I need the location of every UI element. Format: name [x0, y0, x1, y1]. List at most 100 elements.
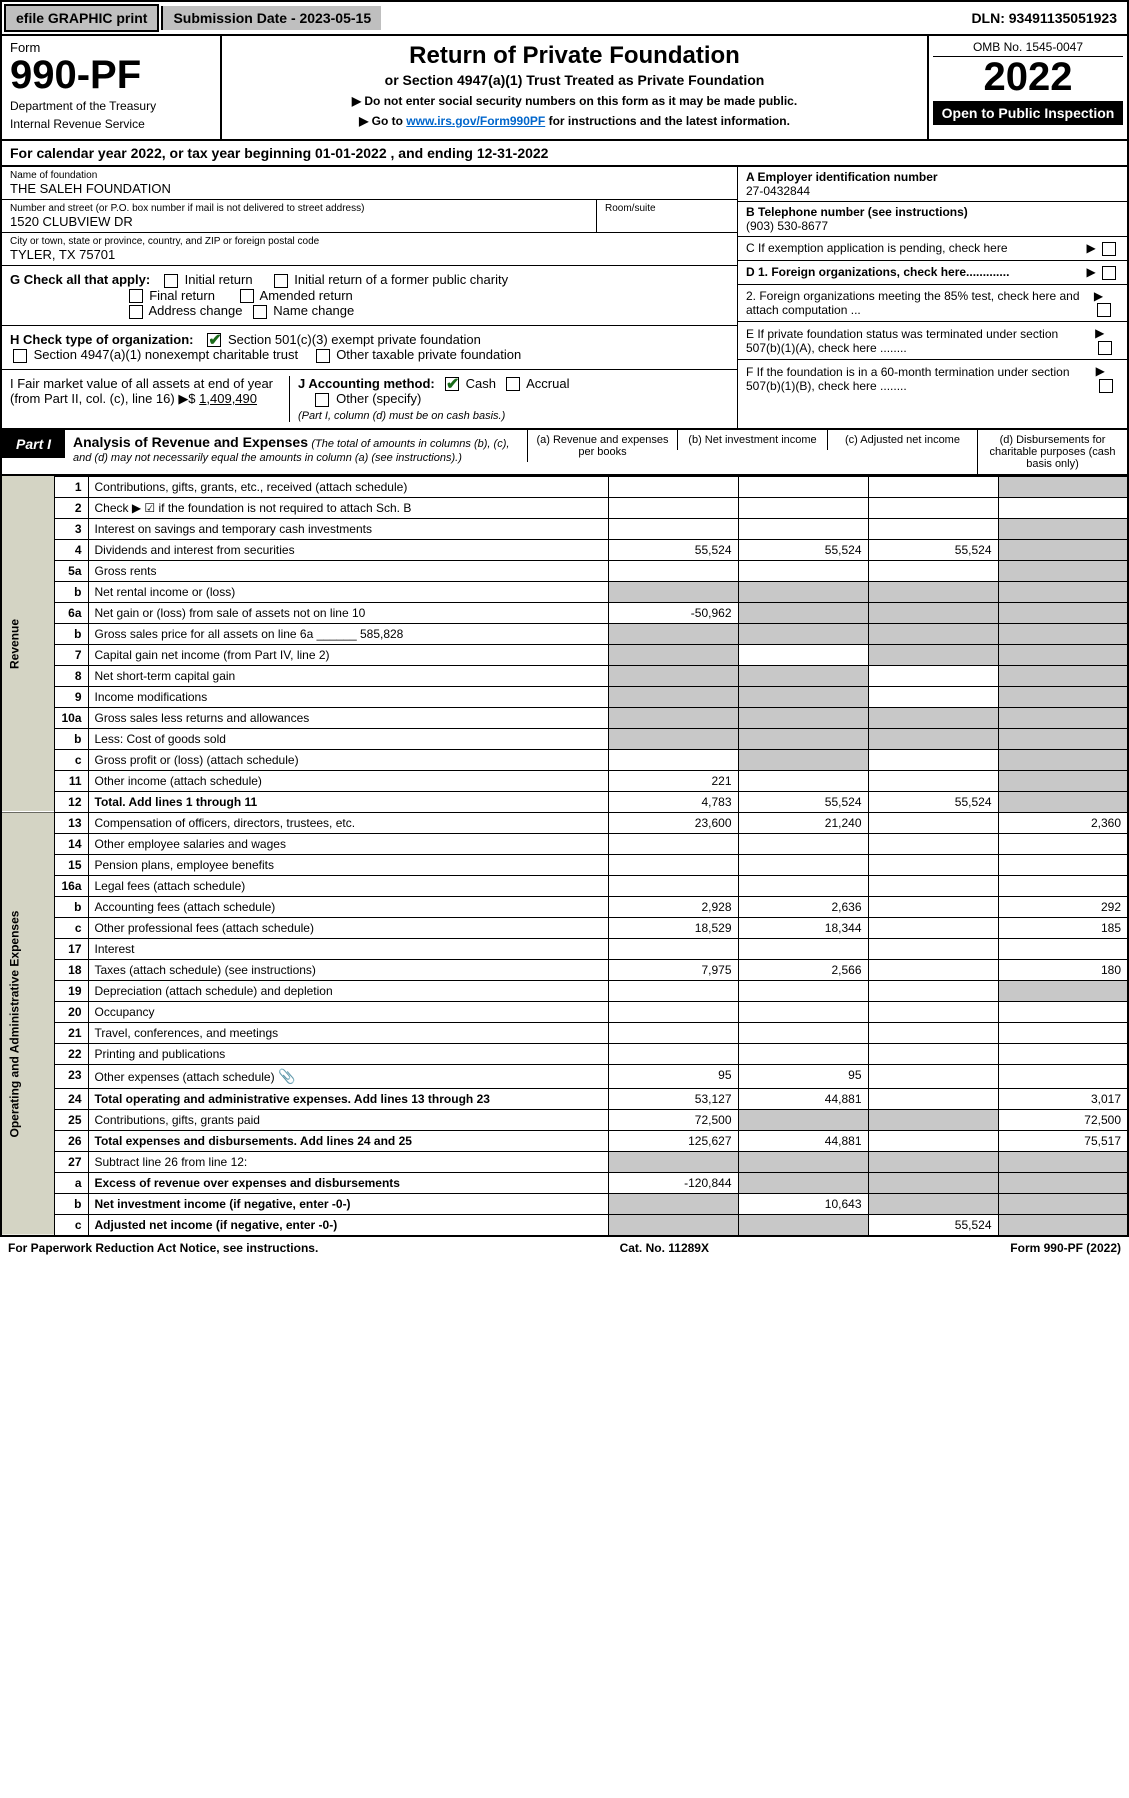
table-row: cGross profit or (loss) (attach schedule… — [1, 749, 1128, 770]
line-description: Check ▶ ☑ if the foundation is not requi… — [88, 497, 608, 518]
c-line: C If exemption application is pending, c… — [746, 241, 1008, 255]
table-row: 5aGross rents — [1, 560, 1128, 581]
line-number: 14 — [55, 833, 88, 854]
g-initial-checkbox[interactable] — [164, 274, 178, 288]
value-cell — [608, 581, 738, 602]
value-cell — [998, 833, 1128, 854]
f-checkbox[interactable] — [1099, 379, 1113, 393]
h-4947-checkbox[interactable] — [13, 349, 27, 363]
efile-button[interactable]: efile GRAPHIC print — [4, 4, 159, 32]
line-description: Excess of revenue over expenses and disb… — [88, 1172, 608, 1193]
phone-value: (903) 530-8677 — [746, 219, 828, 233]
value-cell — [868, 1064, 998, 1088]
value-cell — [868, 1043, 998, 1064]
j-other-checkbox[interactable] — [315, 393, 329, 407]
value-cell: 55,524 — [868, 791, 998, 812]
value-cell: 44,881 — [738, 1088, 868, 1109]
line-number: 6a — [55, 602, 88, 623]
value-cell — [998, 602, 1128, 623]
value-cell — [868, 581, 998, 602]
c-checkbox[interactable] — [1102, 242, 1116, 256]
line-number: b — [55, 581, 88, 602]
g-amended-checkbox[interactable] — [240, 289, 254, 303]
e-checkbox[interactable] — [1098, 341, 1112, 355]
addr-label: Number and street (or P.O. box number if… — [10, 203, 588, 214]
value-cell — [608, 518, 738, 539]
line-description: Accounting fees (attach schedule) — [88, 896, 608, 917]
value-cell: 180 — [998, 959, 1128, 980]
header-left: Form 990-PF Department of the Treasury I… — [2, 36, 222, 139]
header-center: Return of Private Foundation or Section … — [222, 36, 927, 139]
value-cell — [738, 1214, 868, 1236]
value-cell — [738, 665, 868, 686]
value-cell — [998, 1172, 1128, 1193]
dept-treasury: Department of the Treasury — [10, 99, 212, 113]
j-accrual-checkbox[interactable] — [506, 377, 520, 391]
col-b-hdr: (b) Net investment income — [677, 430, 827, 450]
f-line: F If the foundation is in a 60-month ter… — [746, 365, 1096, 393]
ein-value: 27-0432844 — [746, 184, 810, 198]
value-cell — [738, 1022, 868, 1043]
g-name-checkbox[interactable] — [253, 305, 267, 319]
line-number: 10a — [55, 707, 88, 728]
table-row: 20Occupancy — [1, 1001, 1128, 1022]
value-cell — [608, 980, 738, 1001]
attachment-icon[interactable]: 📎 — [278, 1068, 295, 1084]
line-number: b — [55, 623, 88, 644]
table-row: 21Travel, conferences, and meetings — [1, 1022, 1128, 1043]
h-501c3-checkbox[interactable] — [207, 333, 221, 347]
value-cell — [998, 938, 1128, 959]
h-other-checkbox[interactable] — [316, 349, 330, 363]
value-cell — [738, 560, 868, 581]
vertical-section-label: Revenue — [1, 476, 55, 812]
form-header: Form 990-PF Department of the Treasury I… — [0, 36, 1129, 141]
value-cell — [998, 728, 1128, 749]
value-cell: 2,636 — [738, 896, 868, 917]
value-cell — [868, 959, 998, 980]
value-cell: 221 — [608, 770, 738, 791]
d2-checkbox[interactable] — [1097, 303, 1111, 317]
line-number: 20 — [55, 1001, 88, 1022]
value-cell — [738, 623, 868, 644]
value-cell — [868, 686, 998, 707]
table-row: 12Total. Add lines 1 through 114,78355,5… — [1, 791, 1128, 812]
line-description: Net gain or (loss) from sale of assets n… — [88, 602, 608, 623]
name-label: Name of foundation — [10, 170, 729, 181]
value-cell: 2,566 — [738, 959, 868, 980]
form-link[interactable]: www.irs.gov/Form990PF — [406, 114, 545, 128]
value-cell — [738, 518, 868, 539]
line-description: Occupancy — [88, 1001, 608, 1022]
line-description: Taxes (attach schedule) (see instruction… — [88, 959, 608, 980]
value-cell: 55,524 — [868, 539, 998, 560]
g-final-checkbox[interactable] — [129, 289, 143, 303]
table-row: Revenue1Contributions, gifts, grants, et… — [1, 476, 1128, 497]
table-row: cOther professional fees (attach schedul… — [1, 917, 1128, 938]
value-cell — [868, 854, 998, 875]
value-cell — [738, 728, 868, 749]
value-cell: -50,962 — [608, 602, 738, 623]
value-cell — [868, 770, 998, 791]
j-cash-checkbox[interactable] — [445, 377, 459, 391]
value-cell — [998, 1022, 1128, 1043]
line-number: 23 — [55, 1064, 88, 1088]
value-cell — [868, 707, 998, 728]
line-description: Depreciation (attach schedule) and deple… — [88, 980, 608, 1001]
value-cell: 95 — [608, 1064, 738, 1088]
value-cell — [608, 1022, 738, 1043]
table-row: bNet investment income (if negative, ent… — [1, 1193, 1128, 1214]
table-row: Operating and Administrative Expenses13C… — [1, 812, 1128, 833]
table-row: aExcess of revenue over expenses and dis… — [1, 1172, 1128, 1193]
value-cell — [868, 560, 998, 581]
g-former-checkbox[interactable] — [274, 274, 288, 288]
d1-line: D 1. Foreign organizations, check here..… — [746, 265, 1009, 279]
line-description: Capital gain net income (from Part IV, l… — [88, 644, 608, 665]
line-number: 19 — [55, 980, 88, 1001]
line-number: 5a — [55, 560, 88, 581]
instr2-pre: ▶ Go to — [359, 114, 406, 128]
d1-checkbox[interactable] — [1102, 266, 1116, 280]
value-cell: 10,643 — [738, 1193, 868, 1214]
line-number: 1 — [55, 476, 88, 497]
g-address-checkbox[interactable] — [129, 305, 143, 319]
line-description: Adjusted net income (if negative, enter … — [88, 1214, 608, 1236]
table-row: 18Taxes (attach schedule) (see instructi… — [1, 959, 1128, 980]
